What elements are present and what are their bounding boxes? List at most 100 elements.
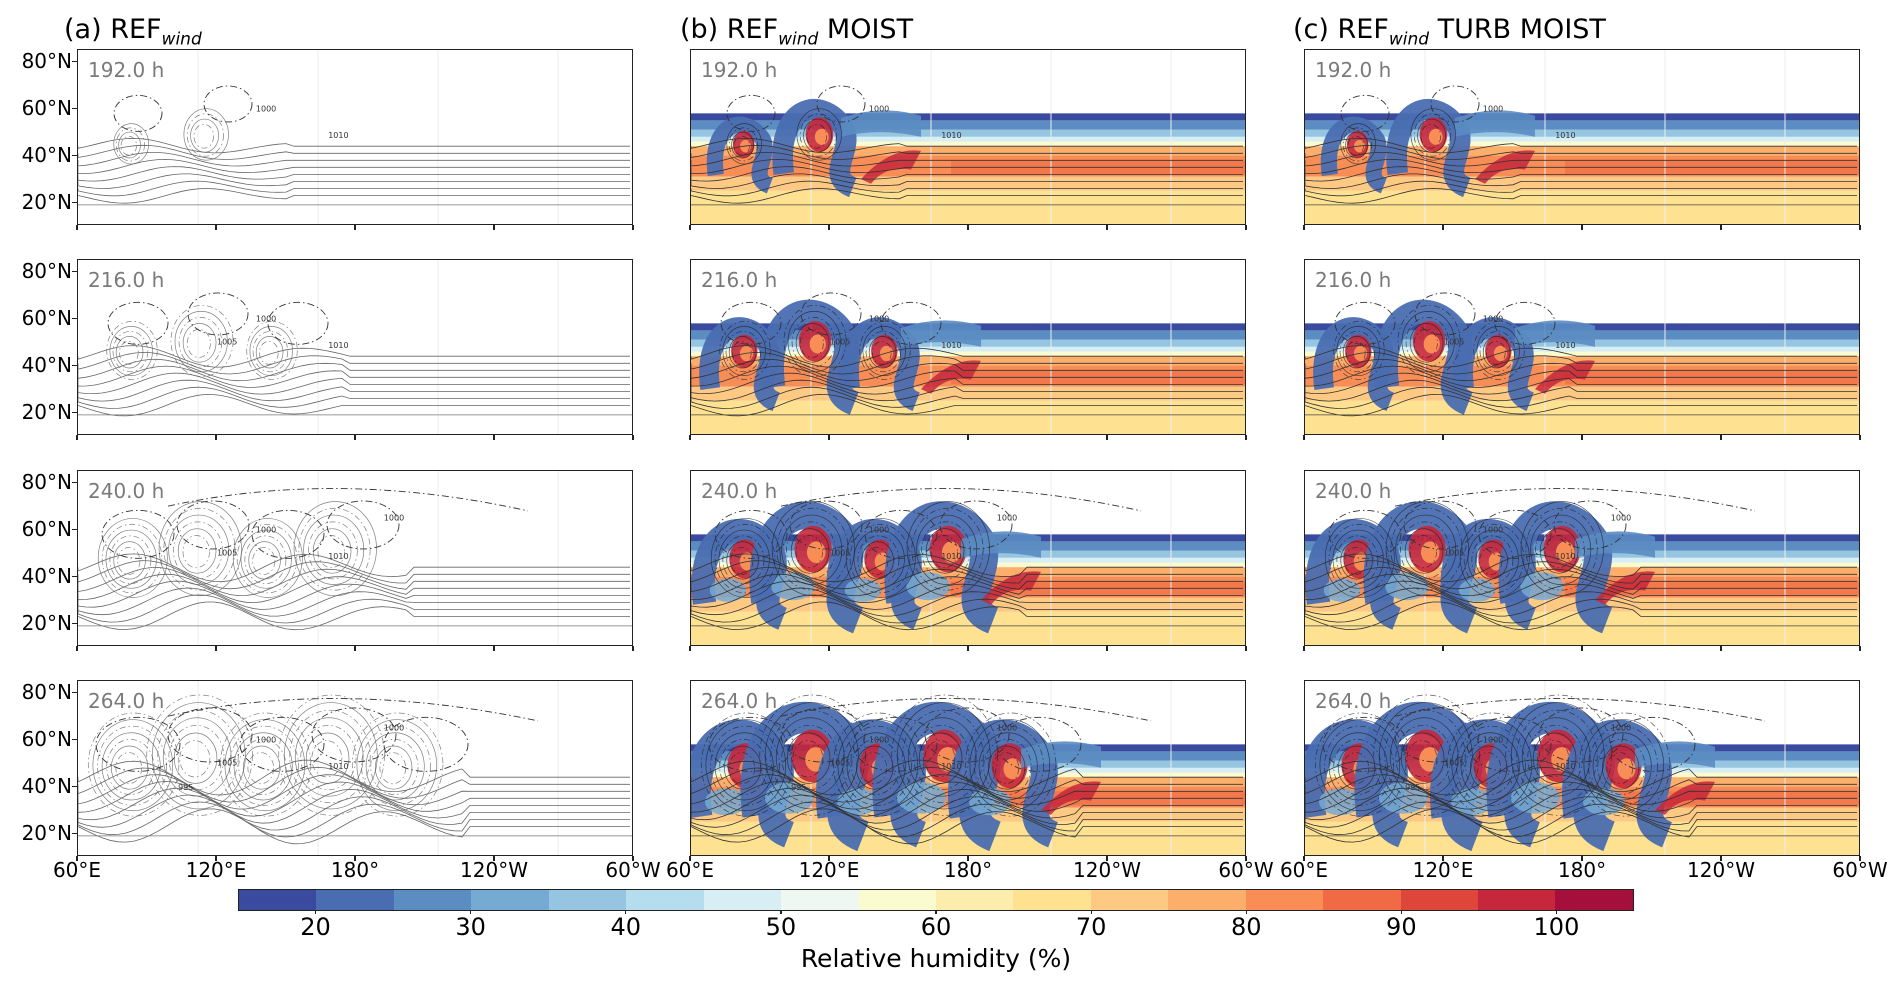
x-tick-mark <box>967 856 969 861</box>
colorbar-segment <box>935 890 1014 910</box>
x-tick-mark <box>1859 646 1861 651</box>
x-tick-mark <box>1581 225 1583 230</box>
colorbar-tick-label: 70 <box>1075 913 1107 941</box>
contour-label: 1010 <box>941 131 961 140</box>
contour-label: 1000 <box>1611 723 1631 732</box>
x-tick-mark <box>76 646 78 651</box>
colorbar-tick-mark <box>1245 910 1247 914</box>
latitude-label: 40°N <box>21 142 72 167</box>
y-tick-mark <box>72 411 77 413</box>
time-label: 216.0 h <box>1315 268 1392 292</box>
contour-label: 995 <box>178 783 193 792</box>
map-panel-a-3: 1000 1010 1005 1000 240.0 h <box>77 470 633 646</box>
colorbar-tick-label: 80 <box>1230 913 1262 941</box>
contour-label: 1000 <box>1483 736 1503 745</box>
contour-label: 1000 <box>1483 315 1503 324</box>
map-panel-c-4: 1000 1010 1005 1000 995 264.0 h <box>1304 680 1860 856</box>
x-tick-mark <box>1720 856 1722 861</box>
x-tick-mark <box>354 435 356 440</box>
contour-label: 1000 <box>869 736 889 745</box>
contour-label: 1010 <box>328 341 348 350</box>
x-tick-mark <box>1303 225 1305 230</box>
colorbar-segment <box>471 890 549 910</box>
x-tick-mark <box>1303 435 1305 440</box>
colorbar-tick-mark <box>314 910 317 914</box>
map-canvas: 1000 1010 <box>78 50 632 224</box>
map-canvas: 1000 1010 1005 1000 <box>691 471 1245 645</box>
x-tick-mark <box>632 435 634 440</box>
map-canvas: 1000 1010 <box>691 50 1245 224</box>
longitude-label: 120°E <box>1412 858 1474 882</box>
contour-label: 1000 <box>256 315 276 324</box>
x-tick-mark <box>1581 856 1583 861</box>
latitude-label: 40°N <box>21 352 72 377</box>
latitude-label: 20°N <box>21 610 72 635</box>
colorbar <box>238 889 1634 911</box>
colorbar-segment <box>239 890 317 910</box>
x-tick-mark <box>632 225 634 230</box>
x-tick-mark <box>967 646 969 651</box>
map-panel-c-1: 1000 1010 192.0 h <box>1304 49 1860 225</box>
map-canvas: 1000 1010 1005 1000 995 <box>78 681 632 855</box>
colorbar-tick-mark <box>1090 910 1092 914</box>
contour-label: 1010 <box>328 762 348 771</box>
x-tick-mark <box>1720 225 1722 230</box>
map-panel-a-2: 1000 1010 1005 216.0 h <box>77 259 633 435</box>
colorbar-tick-mark <box>1555 910 1558 914</box>
colorbar-tick-mark <box>470 910 472 914</box>
contour-label: 995 <box>1405 783 1420 792</box>
contour-label: 1010 <box>941 762 961 771</box>
x-tick-mark <box>828 225 830 230</box>
map-panel-b-3: 1000 1010 1005 1000 240.0 h <box>690 470 1246 646</box>
y-tick-mark <box>72 107 77 109</box>
contour-label: 1005 <box>217 337 237 346</box>
x-tick-mark <box>1859 435 1861 440</box>
contour-label: 1000 <box>869 315 889 324</box>
map-panel-b-2: 1000 1010 1005 216.0 h <box>690 259 1246 435</box>
longitude-label: 60°E <box>52 858 102 882</box>
latitude-label: 80°N <box>21 258 72 283</box>
y-tick-mark <box>72 270 77 273</box>
colorbar-segment <box>1168 890 1246 910</box>
longitude-label: 120°E <box>798 858 860 882</box>
x-tick-mark <box>1859 225 1861 230</box>
y-tick-mark <box>72 622 77 624</box>
map-canvas: 1000 1010 1005 1000 <box>78 471 632 645</box>
colorbar-segment <box>781 890 859 910</box>
column-title-c: (c) REFwind TURB MOIST <box>1293 14 1606 50</box>
time-label: 240.0 h <box>701 479 778 503</box>
contour-label: 1005 <box>830 758 850 767</box>
latitude-label: 40°N <box>21 563 72 588</box>
longitude-label: 180° <box>1557 858 1607 882</box>
time-label: 192.0 h <box>88 58 165 82</box>
x-tick-mark <box>828 856 830 861</box>
x-tick-mark <box>1442 646 1444 651</box>
colorbar-tick-mark <box>625 910 627 914</box>
contour-label: 1010 <box>328 131 348 140</box>
colorbar-tick-label: 30 <box>455 913 486 941</box>
map-canvas: 1000 1010 <box>1305 50 1859 224</box>
x-tick-mark <box>1303 856 1305 861</box>
colorbar-tick-label: 50 <box>765 913 797 941</box>
contour-label: 1005 <box>1444 548 1464 557</box>
contour-label: 1010 <box>941 552 961 561</box>
x-tick-mark <box>1245 856 1247 861</box>
contour-label: 1005 <box>830 548 850 557</box>
x-tick-mark <box>354 646 356 651</box>
longitude-label: 120°E <box>185 858 247 882</box>
contour-label: 995 <box>791 783 806 792</box>
longitude-label: 60°E <box>665 858 715 882</box>
colorbar-segment <box>1245 890 1324 910</box>
contour-label: 1000 <box>997 723 1017 732</box>
x-tick-mark <box>354 856 356 861</box>
time-label: 216.0 h <box>88 268 165 292</box>
y-tick-mark <box>72 364 77 366</box>
x-tick-mark <box>632 646 634 651</box>
contour-label: 1005 <box>217 548 237 557</box>
colorbar-segment <box>393 890 472 910</box>
colorbar-tick-mark <box>1400 910 1403 914</box>
x-tick-mark <box>215 435 217 440</box>
x-tick-mark <box>215 646 217 651</box>
colorbar-segment <box>858 890 936 910</box>
map-panel-b-4: 1000 1010 1005 1000 995 264.0 h <box>690 680 1246 856</box>
